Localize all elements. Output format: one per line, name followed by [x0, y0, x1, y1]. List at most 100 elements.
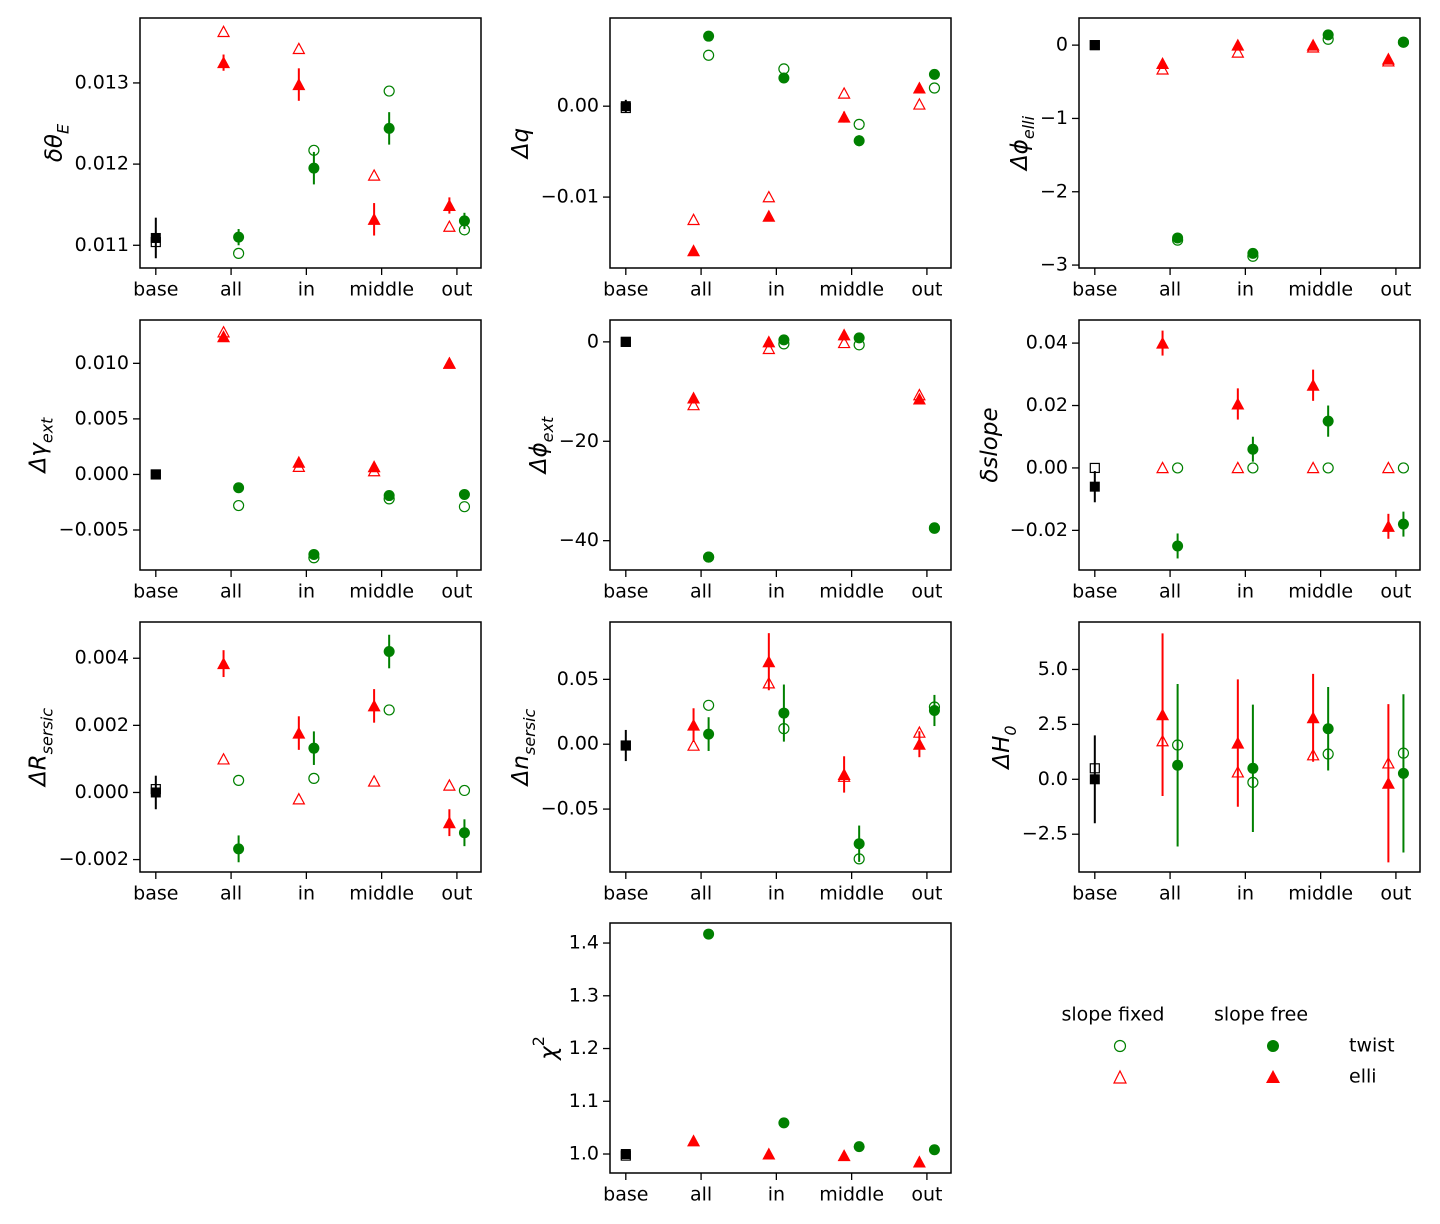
- point: [1322, 29, 1334, 41]
- y-tick-label: 0.002: [75, 714, 129, 736]
- y-axis-label-sub: 0: [1001, 725, 1020, 735]
- point: [217, 330, 231, 343]
- point: [1156, 336, 1170, 349]
- x-tick-label: middle: [819, 279, 884, 301]
- x-tick-label: in: [298, 279, 315, 301]
- point: [233, 231, 245, 243]
- y-tick-label: −3: [1040, 254, 1068, 276]
- y-tick-label: 0.00: [557, 95, 599, 117]
- point: [1397, 518, 1409, 530]
- y-axis-label-sub: sersic: [38, 708, 57, 755]
- point: [1156, 56, 1170, 69]
- point: [687, 718, 701, 731]
- point: [1247, 247, 1259, 259]
- y-axis-label-main: Δϕ: [525, 442, 551, 475]
- y-tick-label: 2.5: [1038, 713, 1068, 735]
- y-axis-label: Δγext: [25, 417, 57, 475]
- point: [1306, 38, 1320, 51]
- point: [837, 1149, 851, 1162]
- point: [1381, 519, 1395, 532]
- point: [233, 482, 245, 494]
- point: [458, 784, 471, 797]
- x-tick-label: all: [220, 581, 242, 603]
- point: [367, 212, 381, 225]
- point: [150, 232, 161, 243]
- y-axis-label-sub: ext: [538, 416, 557, 442]
- x-tick-label: middle: [1288, 883, 1353, 905]
- x-tick-label: out: [911, 1184, 942, 1206]
- point: [1381, 776, 1395, 789]
- y-tick-label: 0.005: [75, 407, 129, 429]
- point: [1322, 723, 1334, 735]
- point: [837, 767, 851, 780]
- x-tick-label: base: [603, 279, 648, 301]
- point: [703, 49, 715, 61]
- point: [1247, 462, 1259, 474]
- y-axis-label-main: ΔH: [988, 736, 1014, 771]
- legend-marker: [1267, 1040, 1279, 1052]
- point: [762, 1147, 776, 1160]
- point: [1381, 52, 1395, 65]
- point: [837, 86, 851, 99]
- y-axis-label-main: δθ: [41, 134, 67, 162]
- point: [308, 548, 320, 560]
- plot-frame: [609, 922, 952, 1174]
- legend-marker: [1113, 1039, 1127, 1053]
- point: [762, 655, 776, 668]
- x-tick-label: all: [690, 279, 712, 301]
- y-axis-label: Δnsersic: [507, 708, 539, 787]
- point: [1231, 45, 1245, 58]
- x-tick-label: out: [441, 581, 472, 603]
- point: [233, 843, 245, 855]
- point: [1231, 461, 1245, 474]
- y-tick-label: 1.3: [569, 984, 599, 1006]
- point: [308, 162, 320, 174]
- point: [703, 928, 715, 940]
- point: [383, 646, 395, 658]
- point: [687, 213, 701, 226]
- point: [778, 334, 790, 346]
- point: [383, 490, 395, 502]
- y-tick-label: 0.011: [75, 234, 129, 256]
- x-tick-label: all: [1159, 279, 1181, 301]
- y-tick-label: −0.02: [1010, 519, 1068, 541]
- plot-frame: [609, 319, 952, 571]
- point: [703, 699, 715, 711]
- x-tick-label: middle: [1288, 279, 1353, 301]
- y-axis-label-main: χ: [535, 1045, 561, 1062]
- point: [458, 501, 471, 513]
- point: [1172, 759, 1184, 771]
- y-axis-label: ΔH0: [988, 725, 1020, 770]
- point: [912, 1155, 926, 1168]
- point: [150, 469, 161, 480]
- x-tick-label: out: [911, 581, 942, 603]
- y-tick-label: 0.00: [1026, 456, 1068, 478]
- point: [442, 199, 456, 212]
- y-axis-label: Δϕext: [525, 416, 557, 475]
- x-tick-label: all: [1159, 581, 1181, 603]
- plot-frame: [139, 319, 482, 571]
- y-tick-label: 0.013: [75, 71, 129, 93]
- point: [292, 792, 306, 805]
- y-tick-label: 0.00: [557, 733, 599, 755]
- x-tick-label: out: [441, 279, 472, 301]
- point: [1089, 40, 1100, 51]
- point: [620, 336, 631, 347]
- y-tick-label: 0.04: [1026, 332, 1068, 354]
- point: [217, 25, 231, 38]
- x-tick-label: out: [1380, 581, 1411, 603]
- x-tick-label: base: [603, 1184, 648, 1206]
- point: [292, 42, 306, 55]
- y-axis-label-sub: ext: [38, 417, 57, 443]
- point: [778, 63, 790, 75]
- y-axis-label-main: Δϕ: [1006, 139, 1032, 172]
- point: [762, 209, 776, 222]
- x-tick-label: out: [1380, 883, 1411, 905]
- point: [217, 56, 231, 69]
- y-axis-label-sub: elli: [1019, 115, 1038, 139]
- point: [687, 1134, 701, 1147]
- x-tick-label: in: [768, 883, 785, 905]
- plot-frame: [139, 621, 482, 873]
- legend-header: slope fixed: [1062, 1004, 1165, 1026]
